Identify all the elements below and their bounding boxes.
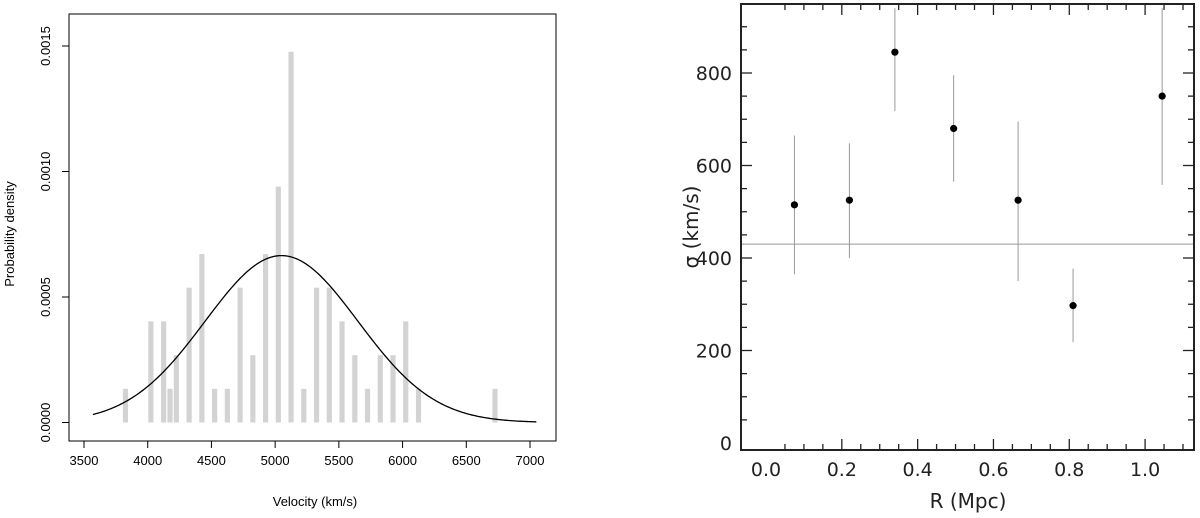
histogram-bar: [167, 388, 173, 423]
dispersion-y-tick-label: 800: [696, 63, 732, 85]
histogram-bar: [148, 321, 154, 423]
histogram-x-tick-label: 4000: [133, 453, 162, 468]
dispersion-x-tick-label: 0.4: [903, 459, 933, 481]
histogram-y-tick-label: 0.0005: [38, 277, 53, 317]
dispersion-y-axis-label: σ (km/s): [679, 186, 703, 269]
dispersion-x-tick-label: 0.8: [1054, 459, 1084, 481]
histogram-x-tick-label: 6000: [388, 453, 417, 468]
dispersion-y-tick-label: 600: [696, 156, 732, 178]
histogram-bar: [199, 254, 205, 423]
histogram-bar: [275, 186, 281, 423]
histogram-x-axis: 3500 4000 4500 5000 5500 6000 6500 7000: [70, 440, 545, 468]
histogram-bar: [212, 388, 218, 423]
histogram-bar: [339, 321, 345, 423]
histogram-bar: [186, 287, 192, 423]
histogram-x-tick-label: 6500: [452, 453, 481, 468]
histogram-bar: [415, 388, 422, 423]
histogram-x-tick-label: 4500: [197, 453, 226, 468]
dispersion-x-tick-label: 0.0: [751, 459, 781, 481]
histogram-bar: [250, 355, 256, 423]
dispersion-y-tick-label: 0: [720, 433, 732, 455]
data-point: [1014, 196, 1022, 204]
histogram-x-tick-label: 5000: [261, 453, 290, 468]
histogram-bar: [237, 287, 243, 423]
histogram-y-tick-label: 0.0010: [38, 152, 53, 192]
histogram-bar: [263, 254, 269, 423]
histogram-bar: [122, 388, 128, 423]
histogram-panel: 3500 4000 4500 5000 5500 6000 6500 7000 0.00000…: [2, 13, 557, 509]
histogram-x-tick-label: 3500: [70, 453, 99, 468]
histogram-y-axis: 0.0000 0.0005 0.0010 0.0015: [38, 26, 70, 443]
dispersion-panel: 0.0 0.2 0.4 0.6 0.8 1.0 0 200 400 600 800 R (Mpc)…: [679, 3, 1195, 513]
data-point: [845, 196, 854, 204]
histogram-bars: [122, 51, 498, 423]
histogram-x-tick-label: 5500: [324, 453, 353, 468]
histogram-x-axis-label: Velocity (km/s): [273, 494, 358, 509]
dispersion-y-tick-label: 200: [696, 341, 732, 363]
histogram-plot-frame: [68, 13, 557, 442]
histogram-y-tick-label: 0.0015: [38, 26, 53, 66]
data-point: [891, 48, 899, 56]
histogram-y-tick-label: 0.0000: [38, 403, 53, 443]
dispersion-y-tick-label: 400: [696, 248, 732, 270]
dispersion-x-axis: 0.0 0.2 0.4 0.6 0.8 1.0: [751, 4, 1184, 481]
histogram-bar: [173, 355, 179, 423]
histogram-bar: [326, 287, 332, 423]
data-point: [950, 124, 958, 133]
error-bars: [793, 8, 1163, 343]
histogram-bar: [313, 287, 320, 423]
histogram-bar: [224, 388, 230, 423]
dispersion-x-tick-label: 0.2: [827, 459, 857, 481]
histogram-bar: [403, 321, 409, 423]
data-point: [1158, 92, 1166, 100]
histogram-bar: [288, 51, 294, 423]
histogram-y-axis-label: Probability density: [2, 181, 17, 287]
histogram-bar: [352, 355, 358, 423]
histogram-bar: [364, 388, 371, 423]
histogram-bar: [390, 355, 396, 423]
histogram-bar: [301, 388, 307, 423]
dispersion-x-tick-label: 0.6: [978, 459, 1008, 481]
histogram-bar: [492, 388, 498, 423]
gaussian-fit-curve: [92, 254, 537, 423]
data-point: [790, 201, 799, 209]
histogram-bar: [377, 355, 383, 423]
dispersion-x-axis-label: R (Mpc): [930, 489, 1007, 513]
histogram-x-tick-label: 7000: [516, 453, 545, 468]
dispersion-x-tick-label: 1.0: [1130, 459, 1160, 481]
data-points: [790, 48, 1166, 310]
dispersion-y-axis: 0 200 400 600 800: [696, 26, 1194, 455]
dispersion-plot-frame: [740, 3, 1195, 451]
data-point: [1069, 302, 1077, 310]
